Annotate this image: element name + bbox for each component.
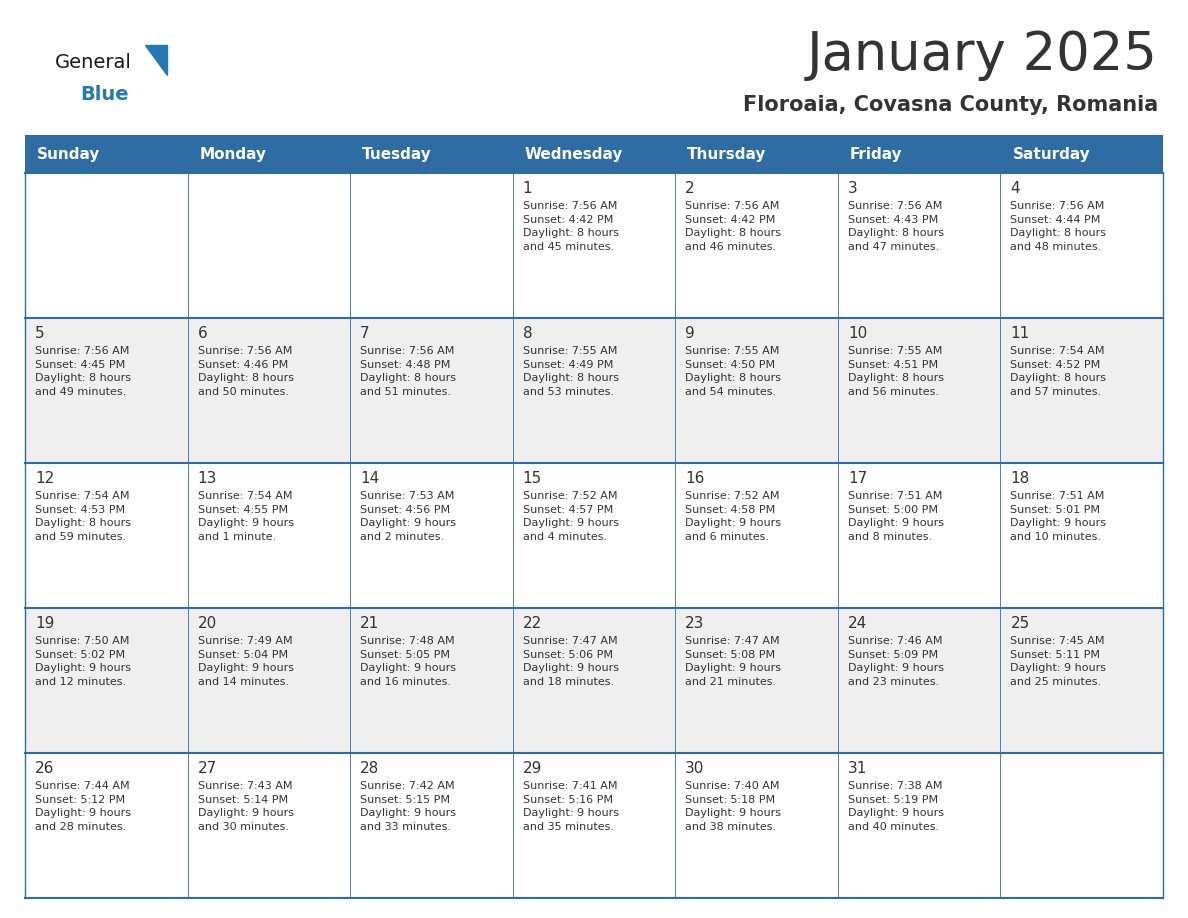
- Text: Sunrise: 7:56 AM
Sunset: 4:48 PM
Daylight: 8 hours
and 51 minutes.: Sunrise: 7:56 AM Sunset: 4:48 PM Dayligh…: [360, 346, 456, 397]
- Text: 3: 3: [848, 181, 858, 196]
- Text: 5: 5: [34, 326, 45, 341]
- Text: Friday: Friday: [849, 147, 903, 162]
- Text: Sunrise: 7:50 AM
Sunset: 5:02 PM
Daylight: 9 hours
and 12 minutes.: Sunrise: 7:50 AM Sunset: 5:02 PM Dayligh…: [34, 636, 131, 687]
- Text: 4: 4: [1011, 181, 1020, 196]
- Text: January 2025: January 2025: [807, 29, 1158, 81]
- Text: Sunrise: 7:49 AM
Sunset: 5:04 PM
Daylight: 9 hours
and 14 minutes.: Sunrise: 7:49 AM Sunset: 5:04 PM Dayligh…: [197, 636, 293, 687]
- Bar: [25, 753, 1163, 898]
- Text: Sunrise: 7:46 AM
Sunset: 5:09 PM
Daylight: 9 hours
and 23 minutes.: Sunrise: 7:46 AM Sunset: 5:09 PM Dayligh…: [848, 636, 943, 687]
- Text: 14: 14: [360, 471, 379, 486]
- Bar: [25, 608, 1163, 753]
- Text: 10: 10: [848, 326, 867, 341]
- Text: Monday: Monday: [200, 147, 266, 162]
- Text: 30: 30: [685, 761, 704, 776]
- Text: 28: 28: [360, 761, 379, 776]
- Text: Sunrise: 7:55 AM
Sunset: 4:51 PM
Daylight: 8 hours
and 56 minutes.: Sunrise: 7:55 AM Sunset: 4:51 PM Dayligh…: [848, 346, 943, 397]
- Text: Sunrise: 7:51 AM
Sunset: 5:00 PM
Daylight: 9 hours
and 8 minutes.: Sunrise: 7:51 AM Sunset: 5:00 PM Dayligh…: [848, 491, 943, 542]
- Text: Wednesday: Wednesday: [525, 147, 623, 162]
- Bar: [25, 173, 1163, 318]
- Bar: [25, 463, 1163, 608]
- Text: Sunrise: 7:54 AM
Sunset: 4:55 PM
Daylight: 9 hours
and 1 minute.: Sunrise: 7:54 AM Sunset: 4:55 PM Dayligh…: [197, 491, 293, 542]
- Text: Tuesday: Tuesday: [362, 147, 432, 162]
- Text: Sunrise: 7:56 AM
Sunset: 4:42 PM
Daylight: 8 hours
and 46 minutes.: Sunrise: 7:56 AM Sunset: 4:42 PM Dayligh…: [685, 201, 782, 252]
- Text: 15: 15: [523, 471, 542, 486]
- Polygon shape: [145, 45, 168, 75]
- Text: 26: 26: [34, 761, 55, 776]
- Text: 21: 21: [360, 616, 379, 631]
- Text: 29: 29: [523, 761, 542, 776]
- Text: Sunrise: 7:51 AM
Sunset: 5:01 PM
Daylight: 9 hours
and 10 minutes.: Sunrise: 7:51 AM Sunset: 5:01 PM Dayligh…: [1011, 491, 1106, 542]
- Bar: [25, 135, 1163, 173]
- Text: 20: 20: [197, 616, 217, 631]
- Text: 13: 13: [197, 471, 217, 486]
- Text: Sunrise: 7:45 AM
Sunset: 5:11 PM
Daylight: 9 hours
and 25 minutes.: Sunrise: 7:45 AM Sunset: 5:11 PM Dayligh…: [1011, 636, 1106, 687]
- Text: Sunrise: 7:42 AM
Sunset: 5:15 PM
Daylight: 9 hours
and 33 minutes.: Sunrise: 7:42 AM Sunset: 5:15 PM Dayligh…: [360, 781, 456, 832]
- Text: Sunrise: 7:56 AM
Sunset: 4:44 PM
Daylight: 8 hours
and 48 minutes.: Sunrise: 7:56 AM Sunset: 4:44 PM Dayligh…: [1011, 201, 1106, 252]
- Text: Sunrise: 7:54 AM
Sunset: 4:53 PM
Daylight: 8 hours
and 59 minutes.: Sunrise: 7:54 AM Sunset: 4:53 PM Dayligh…: [34, 491, 131, 542]
- Text: Sunrise: 7:56 AM
Sunset: 4:46 PM
Daylight: 8 hours
and 50 minutes.: Sunrise: 7:56 AM Sunset: 4:46 PM Dayligh…: [197, 346, 293, 397]
- Text: Saturday: Saturday: [1012, 147, 1091, 162]
- Text: Sunrise: 7:38 AM
Sunset: 5:19 PM
Daylight: 9 hours
and 40 minutes.: Sunrise: 7:38 AM Sunset: 5:19 PM Dayligh…: [848, 781, 943, 832]
- Text: Sunrise: 7:47 AM
Sunset: 5:08 PM
Daylight: 9 hours
and 21 minutes.: Sunrise: 7:47 AM Sunset: 5:08 PM Dayligh…: [685, 636, 782, 687]
- Text: 17: 17: [848, 471, 867, 486]
- Text: 18: 18: [1011, 471, 1030, 486]
- Text: Sunrise: 7:56 AM
Sunset: 4:42 PM
Daylight: 8 hours
and 45 minutes.: Sunrise: 7:56 AM Sunset: 4:42 PM Dayligh…: [523, 201, 619, 252]
- Text: 16: 16: [685, 471, 704, 486]
- Text: Floroaia, Covasna County, Romania: Floroaia, Covasna County, Romania: [742, 95, 1158, 115]
- Text: 2: 2: [685, 181, 695, 196]
- Text: Sunrise: 7:53 AM
Sunset: 4:56 PM
Daylight: 9 hours
and 2 minutes.: Sunrise: 7:53 AM Sunset: 4:56 PM Dayligh…: [360, 491, 456, 542]
- Text: Sunrise: 7:52 AM
Sunset: 4:58 PM
Daylight: 9 hours
and 6 minutes.: Sunrise: 7:52 AM Sunset: 4:58 PM Dayligh…: [685, 491, 782, 542]
- Text: Sunrise: 7:40 AM
Sunset: 5:18 PM
Daylight: 9 hours
and 38 minutes.: Sunrise: 7:40 AM Sunset: 5:18 PM Dayligh…: [685, 781, 782, 832]
- Text: Thursday: Thursday: [688, 147, 766, 162]
- Text: Sunrise: 7:48 AM
Sunset: 5:05 PM
Daylight: 9 hours
and 16 minutes.: Sunrise: 7:48 AM Sunset: 5:05 PM Dayligh…: [360, 636, 456, 687]
- Text: 31: 31: [848, 761, 867, 776]
- Text: Sunrise: 7:56 AM
Sunset: 4:45 PM
Daylight: 8 hours
and 49 minutes.: Sunrise: 7:56 AM Sunset: 4:45 PM Dayligh…: [34, 346, 131, 397]
- Text: Sunrise: 7:52 AM
Sunset: 4:57 PM
Daylight: 9 hours
and 4 minutes.: Sunrise: 7:52 AM Sunset: 4:57 PM Dayligh…: [523, 491, 619, 542]
- Text: 24: 24: [848, 616, 867, 631]
- Text: 22: 22: [523, 616, 542, 631]
- Text: 9: 9: [685, 326, 695, 341]
- Text: 8: 8: [523, 326, 532, 341]
- Text: General: General: [55, 52, 132, 72]
- Text: Sunrise: 7:41 AM
Sunset: 5:16 PM
Daylight: 9 hours
and 35 minutes.: Sunrise: 7:41 AM Sunset: 5:16 PM Dayligh…: [523, 781, 619, 832]
- Text: 7: 7: [360, 326, 369, 341]
- Text: Sunrise: 7:43 AM
Sunset: 5:14 PM
Daylight: 9 hours
and 30 minutes.: Sunrise: 7:43 AM Sunset: 5:14 PM Dayligh…: [197, 781, 293, 832]
- Text: Sunrise: 7:55 AM
Sunset: 4:50 PM
Daylight: 8 hours
and 54 minutes.: Sunrise: 7:55 AM Sunset: 4:50 PM Dayligh…: [685, 346, 782, 397]
- Text: Sunrise: 7:44 AM
Sunset: 5:12 PM
Daylight: 9 hours
and 28 minutes.: Sunrise: 7:44 AM Sunset: 5:12 PM Dayligh…: [34, 781, 131, 832]
- Text: Sunrise: 7:47 AM
Sunset: 5:06 PM
Daylight: 9 hours
and 18 minutes.: Sunrise: 7:47 AM Sunset: 5:06 PM Dayligh…: [523, 636, 619, 687]
- Text: 11: 11: [1011, 326, 1030, 341]
- Text: Sunrise: 7:54 AM
Sunset: 4:52 PM
Daylight: 8 hours
and 57 minutes.: Sunrise: 7:54 AM Sunset: 4:52 PM Dayligh…: [1011, 346, 1106, 397]
- Text: 25: 25: [1011, 616, 1030, 631]
- Bar: [25, 318, 1163, 463]
- Text: 19: 19: [34, 616, 55, 631]
- Text: 12: 12: [34, 471, 55, 486]
- Text: 23: 23: [685, 616, 704, 631]
- Text: Blue: Blue: [80, 85, 128, 105]
- Text: 6: 6: [197, 326, 208, 341]
- Text: 1: 1: [523, 181, 532, 196]
- Text: Sunrise: 7:56 AM
Sunset: 4:43 PM
Daylight: 8 hours
and 47 minutes.: Sunrise: 7:56 AM Sunset: 4:43 PM Dayligh…: [848, 201, 943, 252]
- Text: 27: 27: [197, 761, 217, 776]
- Text: Sunrise: 7:55 AM
Sunset: 4:49 PM
Daylight: 8 hours
and 53 minutes.: Sunrise: 7:55 AM Sunset: 4:49 PM Dayligh…: [523, 346, 619, 397]
- Text: Sunday: Sunday: [37, 147, 100, 162]
